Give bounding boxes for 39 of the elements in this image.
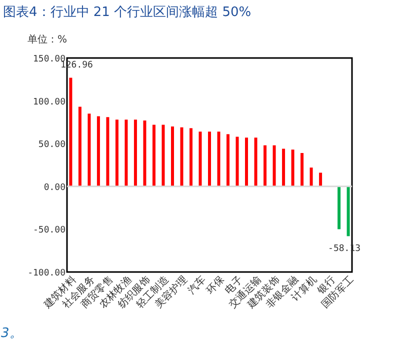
bar — [198, 132, 202, 186]
bar — [236, 136, 239, 186]
bar — [134, 120, 137, 186]
bar — [124, 120, 128, 186]
bar — [245, 138, 248, 186]
bar — [264, 145, 267, 186]
bar — [170, 126, 174, 186]
y-tick-label: 0.00 — [44, 182, 66, 193]
chart-title: 图表4：行业中 21 个行业区间涨幅超 50% — [3, 5, 252, 20]
bar — [189, 128, 192, 186]
y-tick-label: -50.00 — [32, 226, 66, 236]
y-tick-label: 150.00 — [32, 54, 66, 64]
y-tick-label: 100.00 — [32, 97, 66, 108]
bar — [143, 120, 146, 186]
bar — [319, 172, 322, 186]
bar — [208, 132, 211, 186]
y-tick-label: -100.00 — [28, 268, 66, 278]
bar — [338, 186, 341, 230]
y-tick-label: 50.00 — [38, 140, 66, 150]
bar — [69, 78, 72, 186]
bar — [88, 114, 91, 186]
bar — [78, 106, 82, 186]
y-axis-title: 单位：% — [28, 34, 68, 46]
bar — [106, 117, 110, 186]
bar — [152, 124, 156, 186]
text: 3。 — [1, 326, 22, 341]
bar — [96, 116, 100, 186]
bar — [180, 127, 184, 186]
bar — [162, 124, 165, 186]
bar — [217, 132, 220, 186]
bar — [310, 168, 313, 186]
bar — [300, 153, 304, 186]
bar — [115, 120, 118, 186]
bar — [272, 145, 276, 186]
bar — [291, 150, 294, 186]
bar — [226, 134, 230, 186]
bar — [346, 186, 350, 236]
bar — [282, 148, 286, 186]
bar — [254, 138, 258, 186]
